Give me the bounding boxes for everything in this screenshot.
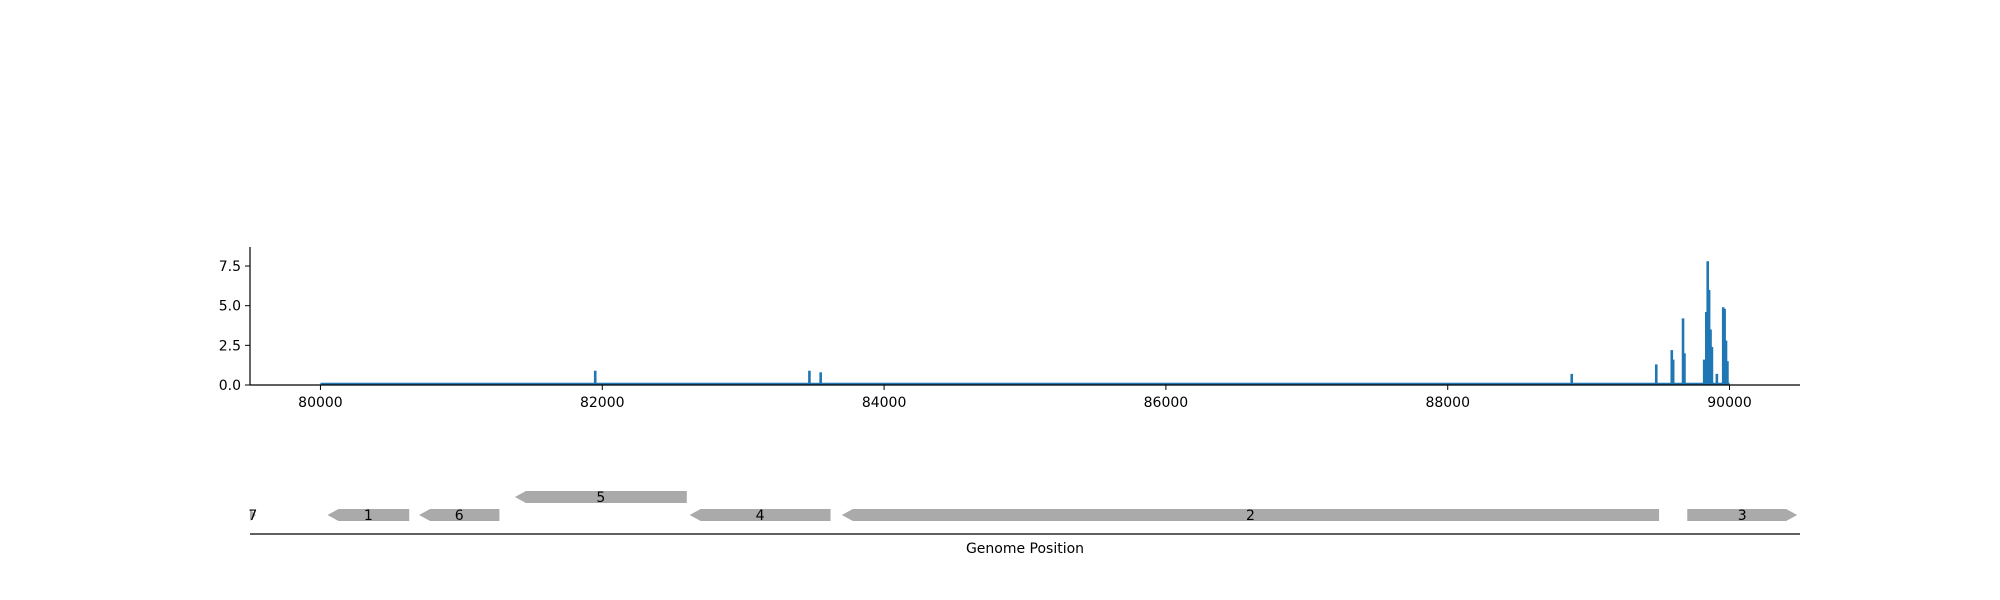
gene-arrow xyxy=(327,509,410,521)
x-tick-label: 84000 xyxy=(862,395,907,411)
coverage-plot: 0.0 2.5 5.0 7.5 80000 82000 84000 86000 88000 90… xyxy=(219,247,1800,411)
gene-label: 5 xyxy=(596,490,605,506)
gene-track: 7 1 6 5 4 2 3 Genome Position xyxy=(248,490,1800,557)
gene-label: 3 xyxy=(1738,508,1747,524)
gene-label: 1 xyxy=(364,508,373,524)
gene-arrow xyxy=(419,509,500,521)
x-axis-label: Genome Position xyxy=(966,541,1084,557)
y-tick-label: 5.0 xyxy=(219,299,241,315)
y-tick-label: 2.5 xyxy=(219,338,241,354)
gene-label: 6 xyxy=(455,508,464,524)
y-tick-label: 0.0 xyxy=(219,378,241,394)
x-tick-label: 90000 xyxy=(1707,395,1752,411)
gene-arrows: 7 1 6 5 4 2 3 xyxy=(248,490,1798,524)
x-tick-label: 88000 xyxy=(1425,395,1470,411)
gene-label: 7 xyxy=(248,508,257,524)
x-tick-label: 86000 xyxy=(1144,395,1189,411)
x-ticks: 80000 82000 84000 86000 88000 90000 xyxy=(298,385,1752,411)
gene-label: 4 xyxy=(756,508,765,524)
coverage-peaks xyxy=(593,261,1729,385)
gene-arrow xyxy=(250,509,256,521)
gene-arrow xyxy=(841,509,1660,521)
x-tick-label: 80000 xyxy=(298,395,343,411)
x-tick-label: 82000 xyxy=(580,395,625,411)
y-tick-label: 7.5 xyxy=(219,259,241,275)
gene-arrow xyxy=(689,509,831,521)
gene-arrow xyxy=(1687,509,1798,521)
gene-arrow xyxy=(514,491,687,503)
gene-label: 2 xyxy=(1246,508,1255,524)
y-ticks: 0.0 2.5 5.0 7.5 xyxy=(219,259,250,394)
